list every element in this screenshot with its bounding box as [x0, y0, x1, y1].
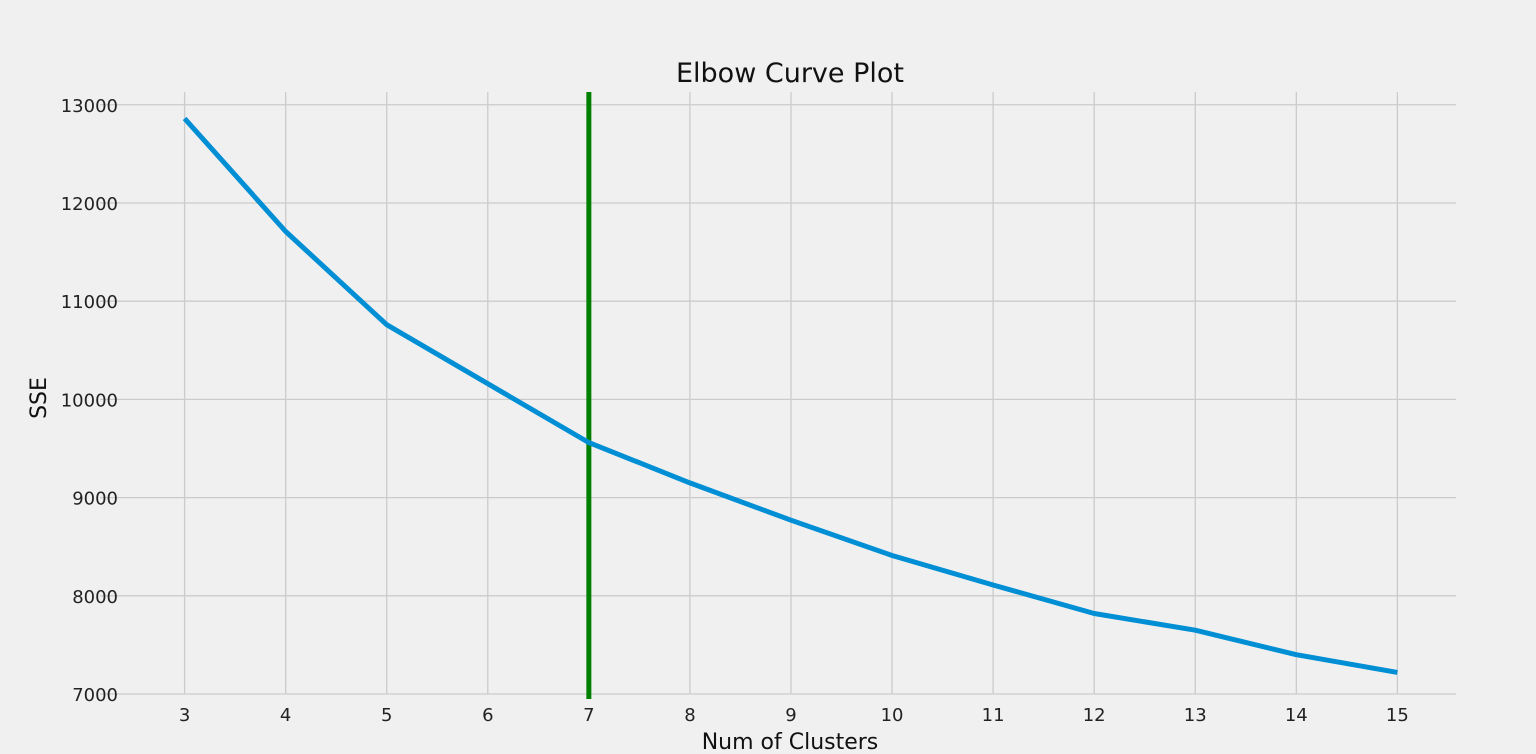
- x-tick-labels: 3 4 5 6 7 8 9 10 11 12 13 14 15: [179, 705, 1409, 726]
- x-tick-label: 13: [1184, 705, 1207, 726]
- y-axis-label: SSE: [27, 377, 52, 419]
- x-tick-label: 4: [280, 705, 291, 726]
- y-tick-labels: 7000 8000 9000 10000 11000 12000 13000: [61, 96, 118, 706]
- x-tick-label: 5: [381, 705, 392, 726]
- y-tick-label: 10000: [61, 390, 118, 411]
- y-tick-label: 7000: [72, 685, 118, 706]
- grid: [100, 92, 1456, 695]
- y-tick-label: 8000: [72, 587, 118, 608]
- x-tick-label: 6: [482, 705, 493, 726]
- x-tick-label: 12: [1083, 705, 1106, 726]
- x-axis-label: Num of Clusters: [702, 730, 879, 754]
- x-tick-label: 7: [583, 705, 594, 726]
- y-tick-label: 13000: [61, 96, 118, 117]
- x-tick-label: 9: [785, 705, 796, 726]
- y-tick-label: 9000: [72, 489, 118, 510]
- x-tick-label: 15: [1386, 705, 1409, 726]
- x-tick-label: 8: [684, 705, 695, 726]
- x-tick-label: 11: [982, 705, 1005, 726]
- chart-title: Elbow Curve Plot: [676, 58, 904, 89]
- x-tick-label: 10: [881, 705, 904, 726]
- x-tick-label: 3: [179, 705, 190, 726]
- series-group: [182, 116, 1398, 675]
- x-tick-label: 14: [1285, 705, 1308, 726]
- y-tick-label: 12000: [61, 194, 118, 215]
- y-tick-label: 11000: [61, 292, 118, 313]
